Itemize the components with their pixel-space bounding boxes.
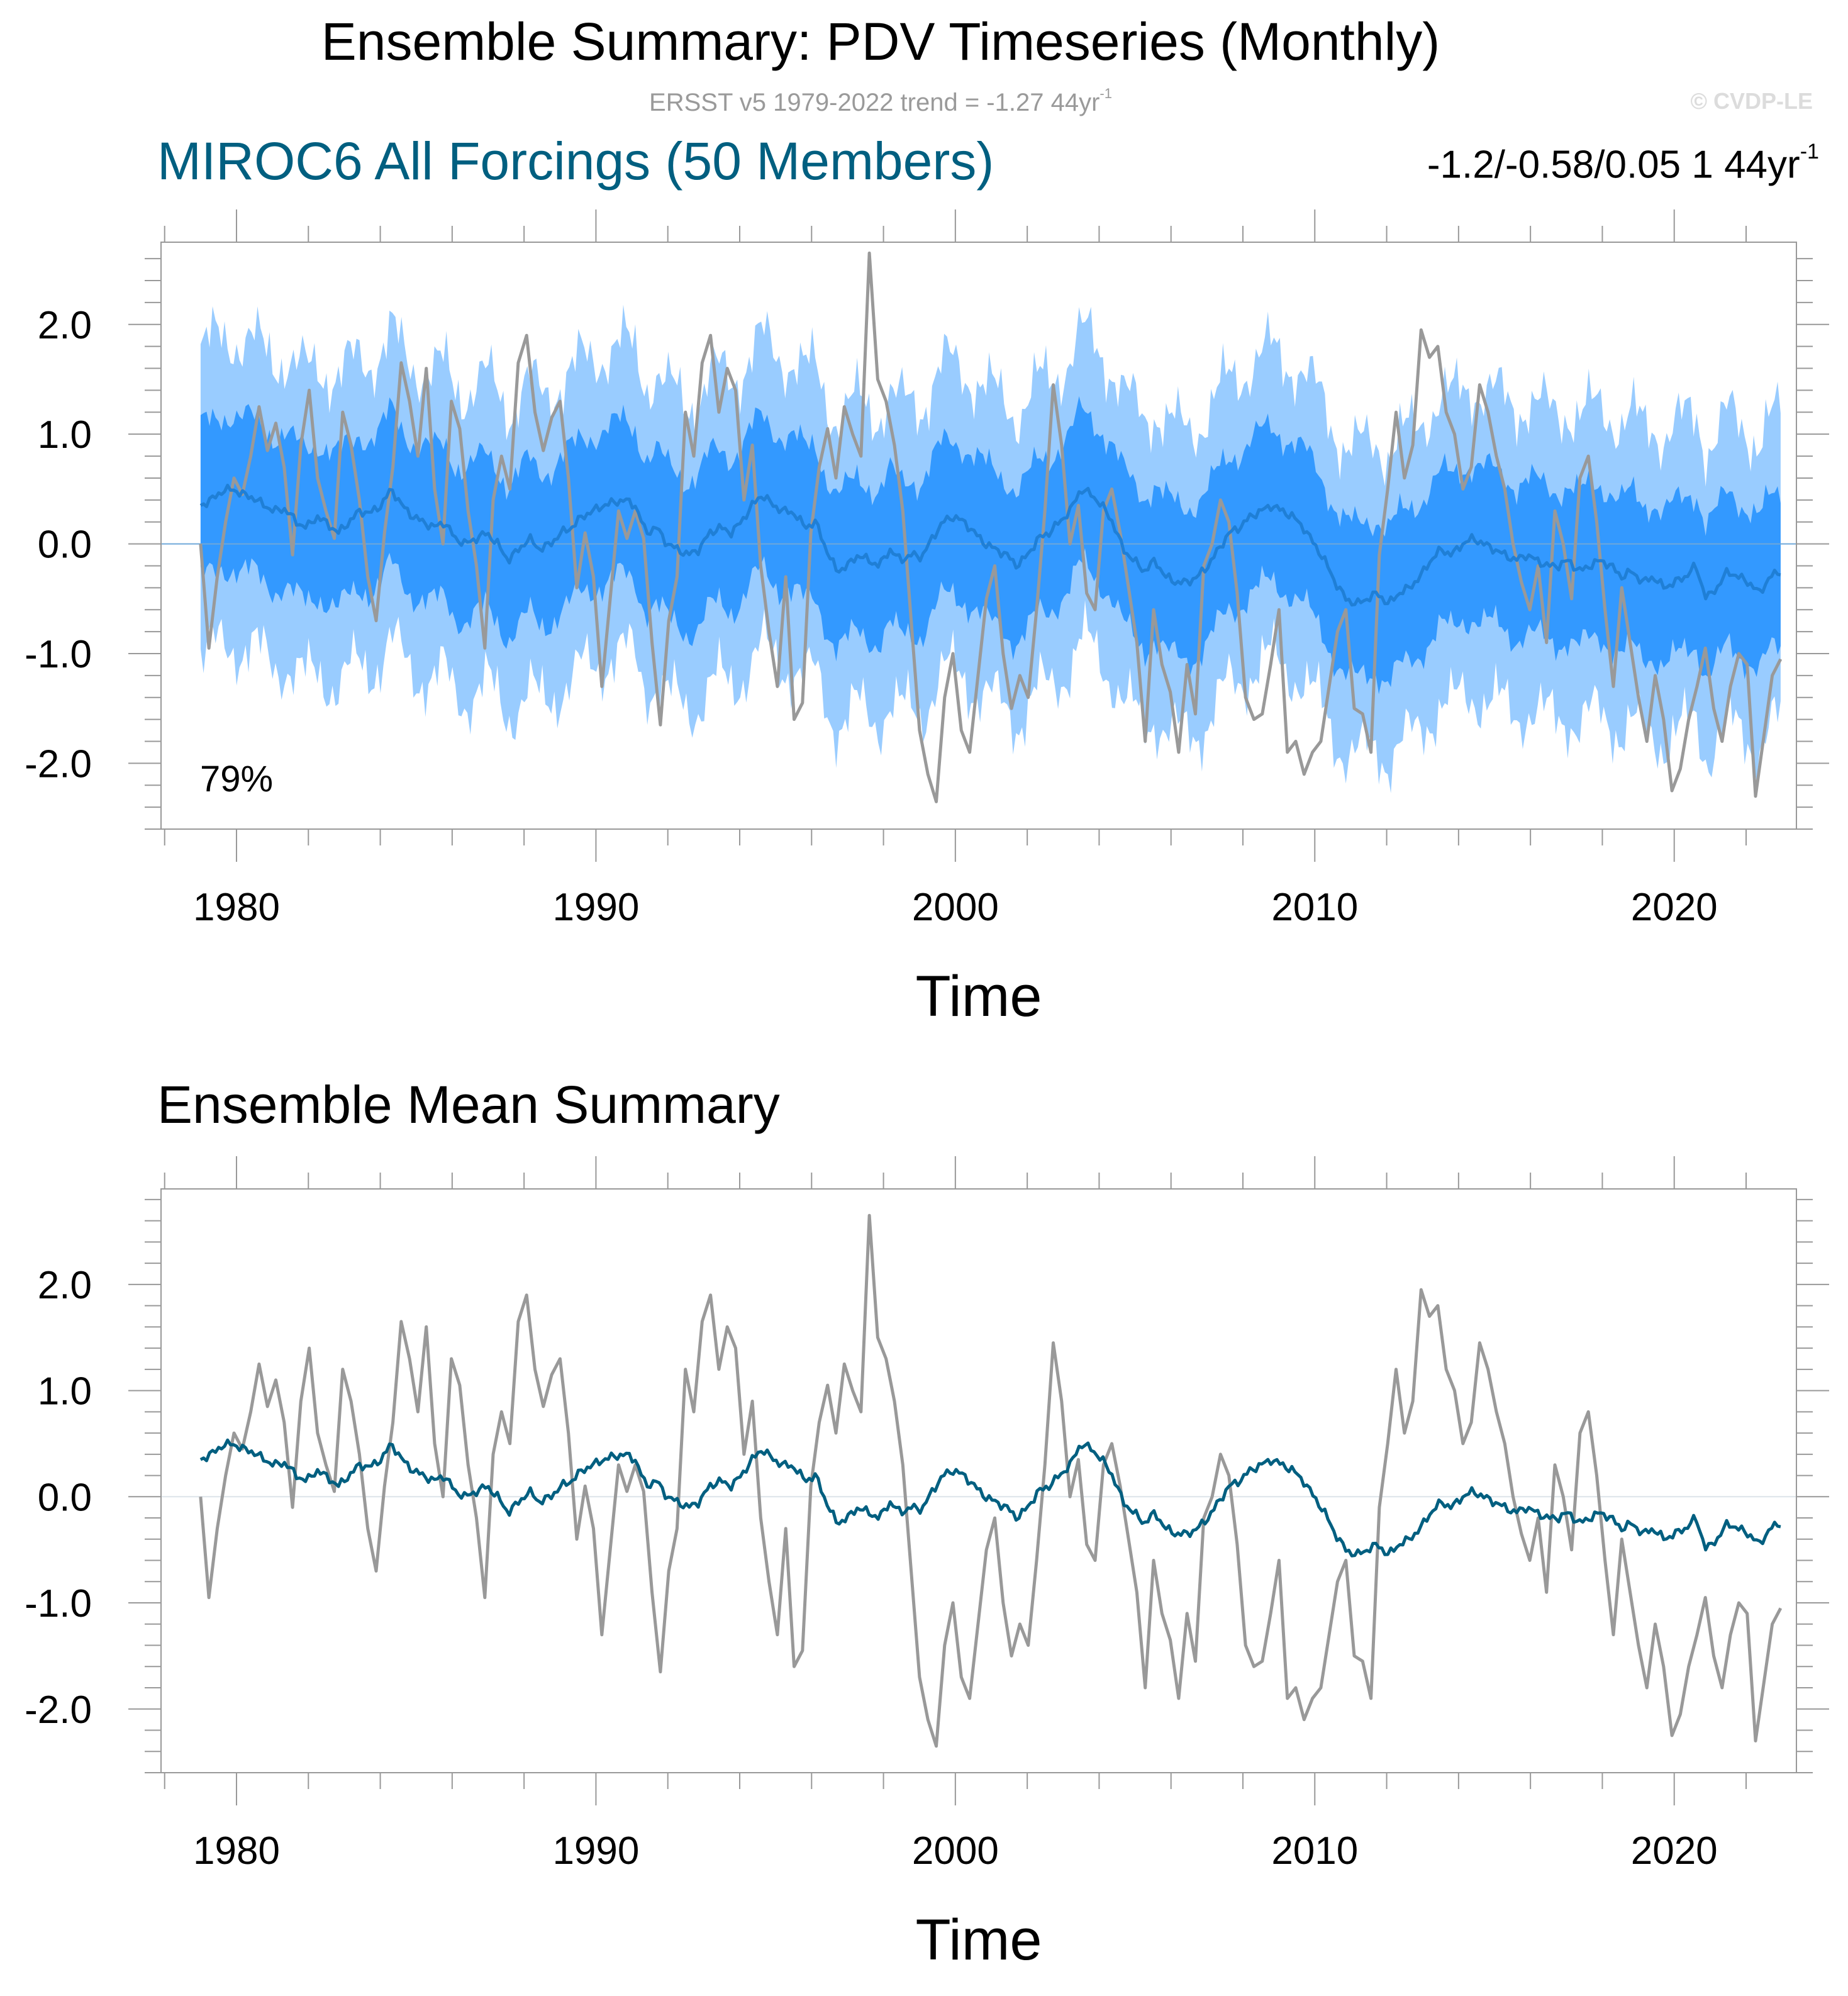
top-panel: -2.0 -1.0 0.0 1.0 2.0 1980 1990 2000 2010 2020 Tim… <box>25 209 1829 1029</box>
x-axis-label: Time <box>915 1908 1042 1972</box>
trend-stats-text: -1.2/-0.58/0.05 1 44yr <box>1427 143 1800 187</box>
figure-subtitle: ERSST v5 1979-2022 trend = -1.27 44yr-1 <box>0 86 1761 117</box>
y-tick-label: 1.0 <box>38 413 92 457</box>
y-tick-label: 0.0 <box>38 523 92 567</box>
y-tick-label: 0.0 <box>38 1476 92 1519</box>
x-tick-label: 1990 <box>552 886 639 929</box>
x-tick-label: 1980 <box>193 1829 280 1873</box>
figure-title: Ensemble Summary: PDV Timeseries (Monthl… <box>321 12 1440 71</box>
percent-annotation: 79% <box>200 759 273 800</box>
trend-stats-superscript: -1 <box>1800 140 1819 164</box>
x-tick-label: 2000 <box>912 1829 999 1873</box>
y-tick-label: 2.0 <box>38 304 92 347</box>
y-tick-label: -1.0 <box>25 1582 92 1625</box>
ensemble-mean-line <box>199 1438 1781 1558</box>
y-tick-label: 2.0 <box>38 1264 92 1307</box>
x-tick-label: 1990 <box>552 1829 639 1873</box>
x-tick-label: 2020 <box>1631 1829 1718 1873</box>
y-tick-label: -2.0 <box>25 742 92 786</box>
top-panel-left-title: MIROC6 All Forcings (50 Members) <box>157 131 994 191</box>
y-tick-label: -1.0 <box>25 633 92 676</box>
x-tick-label: 2010 <box>1271 886 1358 929</box>
x-tick-label: 2010 <box>1271 1829 1358 1873</box>
subtitle-text: ERSST v5 1979-2022 trend = -1.27 44yr <box>649 88 1100 116</box>
ensemble-mean-line <box>199 484 1781 607</box>
observations-line <box>199 1213 1783 1748</box>
bottom-panel: -2.0 -1.0 0.0 1.0 2.0 1980 1990 2000 2010 2020 Tim… <box>25 1156 1829 1972</box>
bottom-panel-left-title: Ensemble Mean Summary <box>157 1075 780 1134</box>
credit-watermark: © CVDP-LE <box>1690 88 1813 114</box>
top-panel-right-title: -1.2/-0.58/0.05 1 44yr-1 <box>1427 140 1819 187</box>
y-tick-label: 1.0 <box>38 1370 92 1413</box>
plot-frame <box>160 242 1797 830</box>
x-tick-label: 2020 <box>1631 886 1718 929</box>
plot-frame <box>160 1188 1797 1773</box>
observations-line <box>199 251 1783 803</box>
subtitle-superscript: -1 <box>1099 86 1112 101</box>
x-tick-label: 1980 <box>193 886 280 929</box>
x-axis-label: Time <box>915 964 1042 1029</box>
y-tick-label: -2.0 <box>25 1688 92 1732</box>
x-tick-label: 2000 <box>912 886 999 929</box>
